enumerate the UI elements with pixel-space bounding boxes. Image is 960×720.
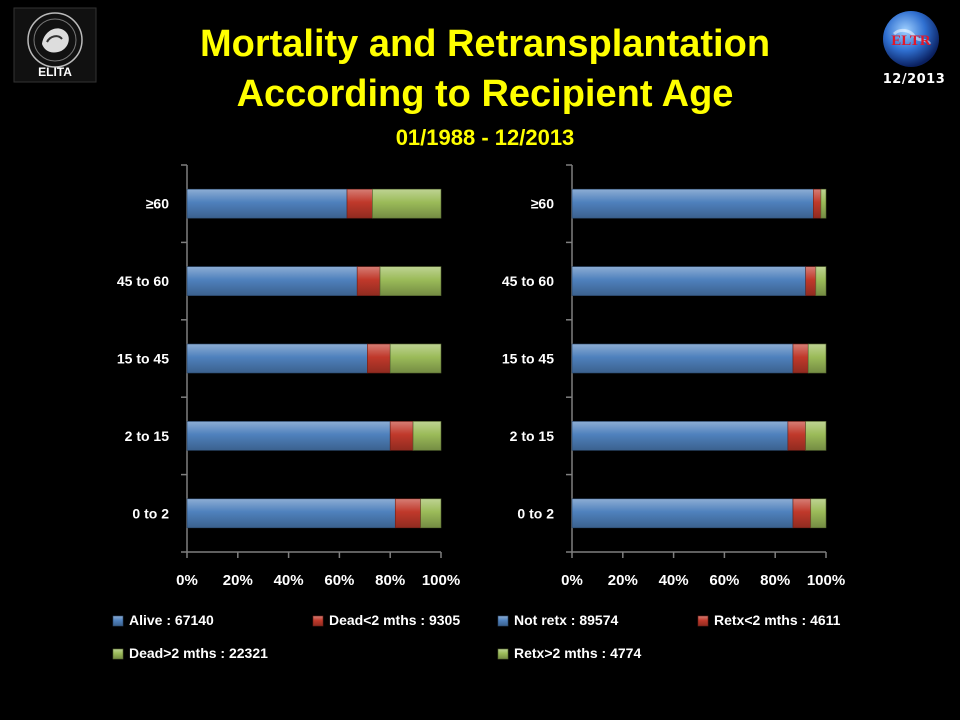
x-tick-label: 60% xyxy=(324,572,354,589)
eltr-logo-text: ELTR xyxy=(891,33,931,49)
x-tick-label: 0% xyxy=(561,572,583,589)
x-tick-label: 40% xyxy=(659,572,689,589)
bar-segment xyxy=(815,266,827,296)
bar-segment xyxy=(379,266,442,296)
category-label: 2 to 15 xyxy=(125,428,170,444)
bar-segment xyxy=(805,421,827,451)
x-tick-label: 20% xyxy=(223,572,253,589)
bar-segment xyxy=(571,343,794,374)
category-label: ≥60 xyxy=(531,196,554,212)
category-label: 45 to 60 xyxy=(502,273,554,289)
x-tick-label: 80% xyxy=(375,572,405,589)
bar-segment xyxy=(186,421,391,451)
bar-segment xyxy=(412,421,442,451)
bar-segment xyxy=(186,343,368,374)
x-tick-label: 100% xyxy=(422,572,460,589)
legend-swatch xyxy=(497,648,509,660)
bar-segment xyxy=(389,421,414,451)
date-badge: 12/2013 xyxy=(882,72,946,87)
x-tick-label: 40% xyxy=(274,572,304,589)
x-tick-label: 80% xyxy=(760,572,790,589)
page-subtitle: 01/1988 - 12/2013 xyxy=(395,125,575,150)
x-tick-label: 0% xyxy=(176,572,198,589)
legend-label: Dead>2 mths : 22321 xyxy=(129,645,268,661)
retransplantation-chart: 0% 20% 40% 60% 80% 100% ≥60 45 to 60 15 to 45 2 t… xyxy=(497,164,845,661)
bar-segment xyxy=(807,343,827,374)
legend-label: Dead<2 mths : 9305 xyxy=(329,612,460,628)
page-title-line2: According to Recipient Age xyxy=(236,73,734,115)
bar-segment xyxy=(571,498,794,529)
category-label: 2 to 15 xyxy=(510,428,555,444)
legend-label: Alive : 67140 xyxy=(129,612,214,628)
bar-segment xyxy=(186,266,358,296)
bar-segment xyxy=(394,498,421,529)
bar-segment xyxy=(805,266,817,296)
x-tick-label: 60% xyxy=(709,572,739,589)
bar-segment xyxy=(186,498,396,529)
category-label: 15 to 45 xyxy=(117,351,169,367)
bar-segment xyxy=(810,498,827,529)
legend-swatch xyxy=(312,615,324,627)
bar-segment xyxy=(367,343,391,374)
bar-segment xyxy=(346,188,373,219)
page-title: Mortality and Retransplantation xyxy=(199,23,771,65)
bar-segment xyxy=(571,266,806,296)
x-tick-label: 20% xyxy=(608,572,638,589)
legend-label: Retx>2 mths : 4774 xyxy=(514,645,641,661)
bar-segment xyxy=(571,188,814,219)
legend-swatch xyxy=(697,615,709,627)
legend-label: Not retx : 89574 xyxy=(514,612,618,628)
bar-segment xyxy=(389,343,442,374)
bar-segment xyxy=(420,498,442,529)
bar-segment xyxy=(812,188,822,219)
legend-swatch xyxy=(497,615,509,627)
x-tick-label: 100% xyxy=(807,572,845,589)
legend-label: Retx<2 mths : 4611 xyxy=(714,612,841,628)
category-label: 0 to 2 xyxy=(132,505,169,521)
bar-segment xyxy=(820,188,827,219)
eltr-globe-logo: ELTR xyxy=(880,8,942,70)
category-label: 45 to 60 xyxy=(117,273,169,289)
bar-segment xyxy=(356,266,381,296)
legend-swatch xyxy=(112,615,124,627)
category-label: 15 to 45 xyxy=(502,351,554,367)
bar-segment xyxy=(372,188,442,219)
bar-segment xyxy=(571,421,789,451)
bar-segment xyxy=(186,188,348,219)
bar-segment xyxy=(792,498,812,529)
bar-segment xyxy=(792,343,809,374)
bar-segment xyxy=(787,421,806,451)
elita-logo-text: ELITA xyxy=(38,65,72,79)
category-label: ≥60 xyxy=(146,196,169,212)
elita-logo: ELITA xyxy=(13,7,97,83)
legend-swatch xyxy=(112,648,124,660)
category-label: 0 to 2 xyxy=(517,505,554,521)
mortality-chart: 0% 20% 40% 60% 80% 100% ≥60 45 to 60 15 to 45 2 t… xyxy=(112,164,460,661)
